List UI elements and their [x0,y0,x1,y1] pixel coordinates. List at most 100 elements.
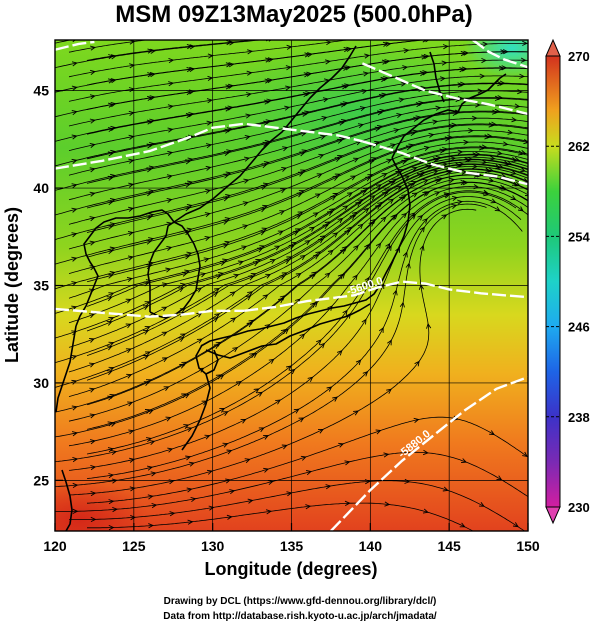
streamline-arrow [378,326,384,333]
streamline [68,43,528,102]
streamline-arrow [186,251,193,257]
y-axis-label: Latitude (degrees) [2,207,22,363]
streamline-arrow [106,320,113,326]
streamline-arrow [207,53,214,59]
streamline-arrow [265,273,272,279]
streamline [86,164,528,356]
streamline [68,130,528,250]
y-axis-ticks: 25 30 35 40 45 [33,83,63,488]
streamline-arrow [145,351,151,357]
streamline [55,51,528,118]
streamline-arrow [165,416,172,422]
streamline-arrow [316,339,322,345]
x-axis-label: Longitude (degrees) [204,559,377,579]
y-tick-label: 30 [33,375,49,391]
streamline-arrow [259,230,266,236]
streamline-arrow [334,173,341,179]
streamline-arrow [360,189,367,195]
streamline-arrow [71,354,78,360]
streamline-arrow [363,207,370,214]
streamline-arrow [196,338,203,344]
streamline-arrow [450,156,457,162]
streamline-arrow [286,44,293,50]
streamline-arrow [206,120,213,126]
streamline-arrow [365,40,367,41]
streamline-arrow [90,490,97,497]
streamline-arrow [184,269,191,275]
y-tick-label: 45 [33,83,49,99]
streamline-arrow [383,76,390,82]
streamline-arrow [459,522,466,528]
streamline-arrow [112,506,118,513]
streamline-arrow [355,201,362,207]
streamline-arrow [364,479,371,485]
streamline-arrow [344,83,351,89]
streamline-arrow [243,178,250,184]
streamline [55,123,528,241]
streamline-arrow [370,157,377,163]
streamline-arrow [143,355,150,360]
streamline-arrow [344,500,351,506]
streamline-arrow [424,191,431,196]
streamline-arrow [375,242,382,249]
streamline-arrow [410,213,417,220]
streamline-arrow [245,295,252,301]
streamline-arrow [339,272,346,279]
streamline-arrow [89,45,97,51]
streamline-arrow [90,464,97,471]
streamline-arrow [218,374,225,380]
streamline-arrow [311,271,318,277]
streamline-arrow [324,59,331,65]
streamline [68,186,528,447]
streamline-arrow [228,40,235,46]
streamline-arrow [411,192,418,198]
streamline-arrow [188,111,195,118]
coastline-japan-south [205,303,371,359]
streamline-arrow [89,69,96,75]
streamline-arrow [263,434,270,440]
streamline-arrow [441,214,448,220]
streamline-arrow [391,178,398,184]
streamline-arrow [295,272,302,278]
streamline [86,159,528,332]
streamline-arrow [279,295,286,301]
contour-line [55,307,245,318]
streamline-arrow [483,191,490,197]
streamline-arrow [265,509,272,515]
streamline-arrow [511,181,518,186]
streamline-arrow [167,150,174,156]
streamline-arrow [332,192,339,198]
streamline-arrow [186,43,193,50]
streamline-arrow [384,59,391,65]
streamline-arrow [246,70,253,76]
streamline-arrow [445,169,452,175]
streamline-arrow [364,276,370,283]
streamline-arrow [162,282,169,288]
streamline-arrow [318,153,325,159]
streamline [68,117,528,225]
streamline-arrow [471,115,478,121]
streamline-arrow [301,111,308,117]
streamline-arrow [222,411,229,416]
streamline-arrow [374,204,381,210]
streamline-arrow [496,150,503,156]
streamline-arrow [503,160,510,166]
streamline-arrow [384,501,391,507]
streamline-arrow [435,105,442,111]
streamline-arrow [312,212,319,218]
streamline-arrow [353,410,360,416]
streamline-arrow [222,219,229,225]
streamline [68,208,477,496]
streamline-arrow [71,405,78,411]
streamline-arrow [362,71,369,77]
streamline-arrow [353,157,360,163]
streamline-arrow [180,282,187,288]
streamline-arrow [507,129,514,135]
streamline-arrow [275,399,282,405]
streamline-arrow [214,287,220,293]
streamline-arrow [89,216,96,222]
streamline-arrow [321,115,328,122]
streamline-arrow [128,134,135,140]
streamline-arrow [166,174,173,180]
streamlines [55,40,528,531]
